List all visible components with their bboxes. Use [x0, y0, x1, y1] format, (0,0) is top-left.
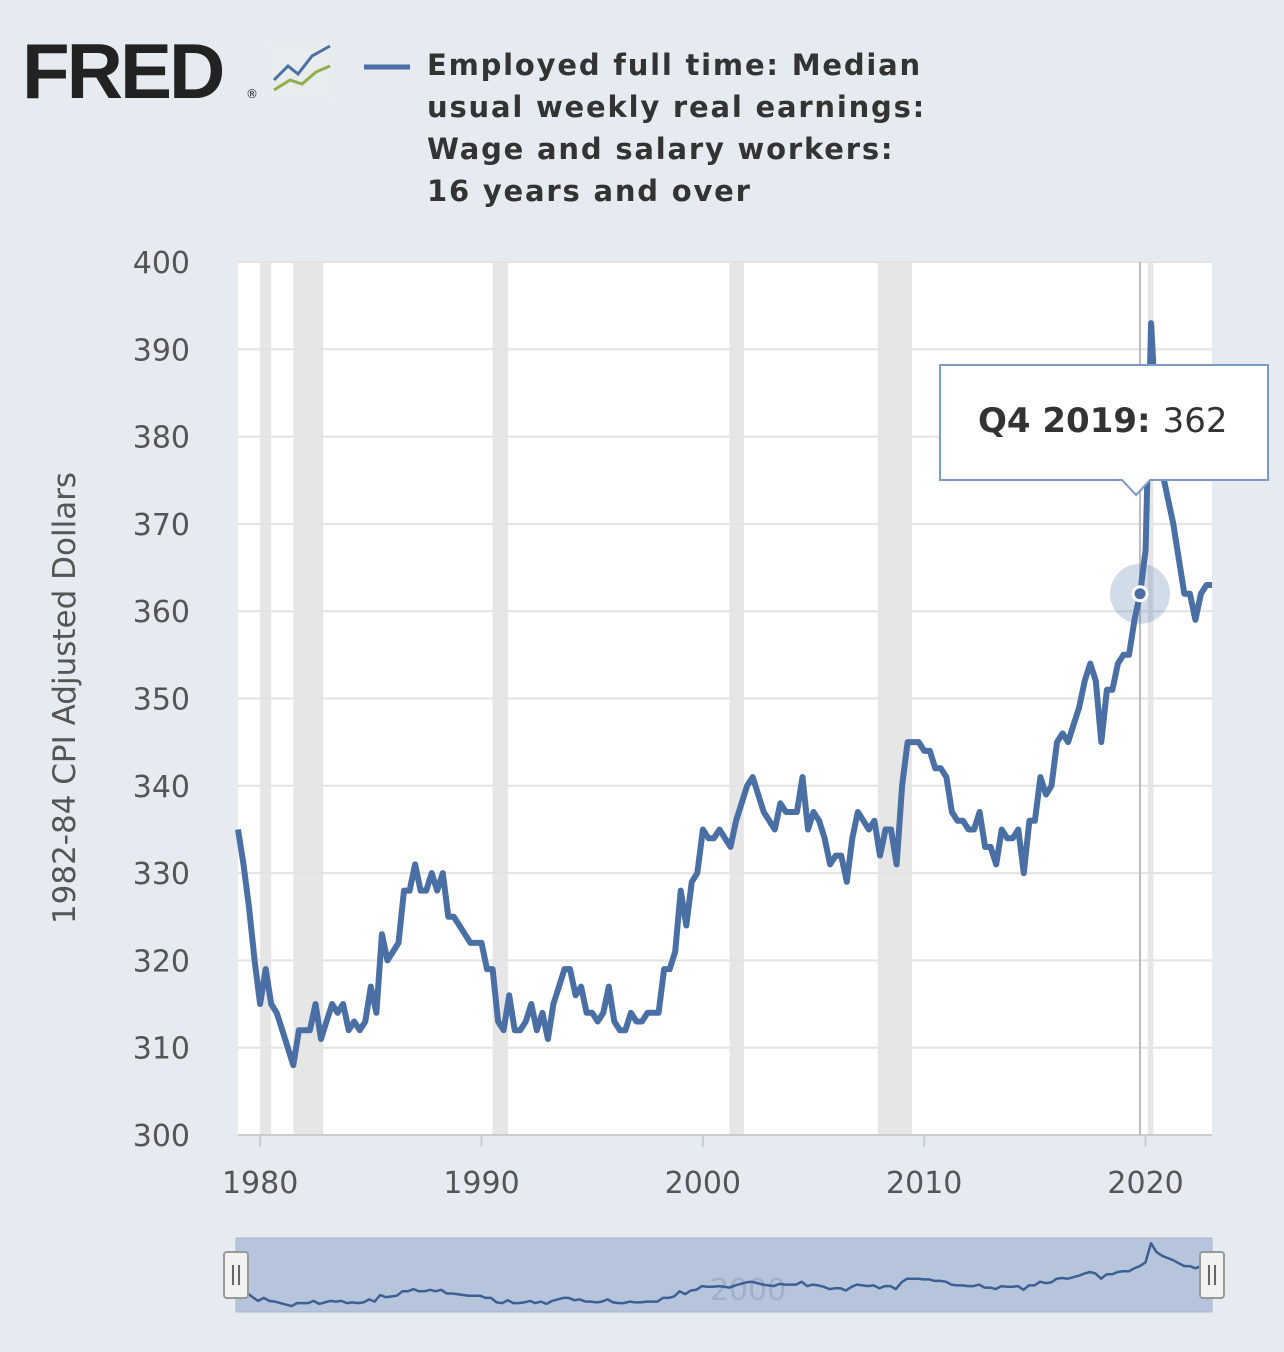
logo: FRED [22, 27, 223, 115]
x-tick-label: 1980 [222, 1166, 298, 1201]
y-tick-label: 330 [133, 857, 190, 892]
y-tick-label: 300 [133, 1119, 190, 1154]
x-tick-label: 2020 [1107, 1166, 1183, 1201]
series-line [235, 320, 1212, 1069]
y-tick-label: 340 [133, 770, 190, 805]
logo-icon [270, 42, 334, 98]
y-tick-label: 310 [133, 1032, 190, 1067]
x-tick-label: 1990 [443, 1166, 519, 1201]
navigator-line [235, 1241, 1212, 1308]
logo-icon-line [273, 64, 331, 92]
logo-mark: ® [246, 87, 258, 101]
navigator-label: 2000 [710, 1273, 786, 1308]
navigator-handle[interactable] [223, 1251, 249, 1299]
y-tick-label: 320 [133, 944, 190, 979]
hover-point [1131, 585, 1149, 603]
tooltip-value: 362 [1163, 401, 1228, 441]
y-axis-label: 1982-84 CPI Adjusted Dollars [47, 472, 83, 924]
x-tick-label: 2000 [665, 1166, 741, 1201]
legend-label: Employed full time: Median usual weekly … [427, 48, 927, 208]
y-tick-label: 390 [133, 333, 190, 368]
y-tick-label: 380 [133, 421, 190, 456]
y-tick-label: 350 [133, 683, 190, 718]
logo-icon-line [272, 44, 331, 82]
navigator-background [235, 1237, 1213, 1313]
x-tick-label: 2010 [886, 1166, 962, 1201]
y-tick-label: 370 [133, 508, 190, 543]
y-tick-label: 360 [133, 595, 190, 630]
tooltip-label: Q4 2019: [978, 401, 1151, 441]
tooltip-text: Q4 2019: 362 [978, 401, 1228, 441]
y-tick-label: 400 [133, 246, 190, 281]
tooltip-box [939, 364, 1269, 497]
navigator-handle[interactable] [1199, 1251, 1225, 1299]
